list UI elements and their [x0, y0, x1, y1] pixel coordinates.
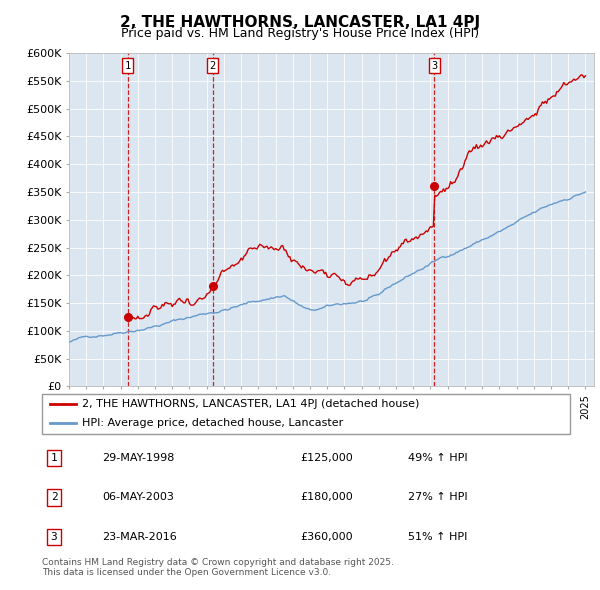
Text: HPI: Average price, detached house, Lancaster: HPI: Average price, detached house, Lanc…: [82, 418, 343, 428]
Text: 2, THE HAWTHORNS, LANCASTER, LA1 4PJ (detached house): 2, THE HAWTHORNS, LANCASTER, LA1 4PJ (de…: [82, 399, 419, 409]
Text: 1: 1: [50, 453, 58, 463]
Text: 1: 1: [125, 61, 131, 71]
Text: 2, THE HAWTHORNS, LANCASTER, LA1 4PJ: 2, THE HAWTHORNS, LANCASTER, LA1 4PJ: [120, 15, 480, 30]
Text: Price paid vs. HM Land Registry's House Price Index (HPI): Price paid vs. HM Land Registry's House …: [121, 27, 479, 40]
Text: 06-MAY-2003: 06-MAY-2003: [102, 493, 174, 502]
Text: Contains HM Land Registry data © Crown copyright and database right 2025.
This d: Contains HM Land Registry data © Crown c…: [42, 558, 394, 577]
Text: £125,000: £125,000: [300, 453, 353, 463]
Text: 3: 3: [431, 61, 437, 71]
Text: 3: 3: [50, 532, 58, 542]
Text: £180,000: £180,000: [300, 493, 353, 502]
Text: 2: 2: [209, 61, 215, 71]
Text: 51% ↑ HPI: 51% ↑ HPI: [408, 532, 467, 542]
Text: 23-MAR-2016: 23-MAR-2016: [102, 532, 177, 542]
Text: 49% ↑ HPI: 49% ↑ HPI: [408, 453, 467, 463]
Text: 29-MAY-1998: 29-MAY-1998: [102, 453, 175, 463]
Text: 2: 2: [50, 493, 58, 502]
Text: £360,000: £360,000: [300, 532, 353, 542]
Text: 27% ↑ HPI: 27% ↑ HPI: [408, 493, 467, 502]
